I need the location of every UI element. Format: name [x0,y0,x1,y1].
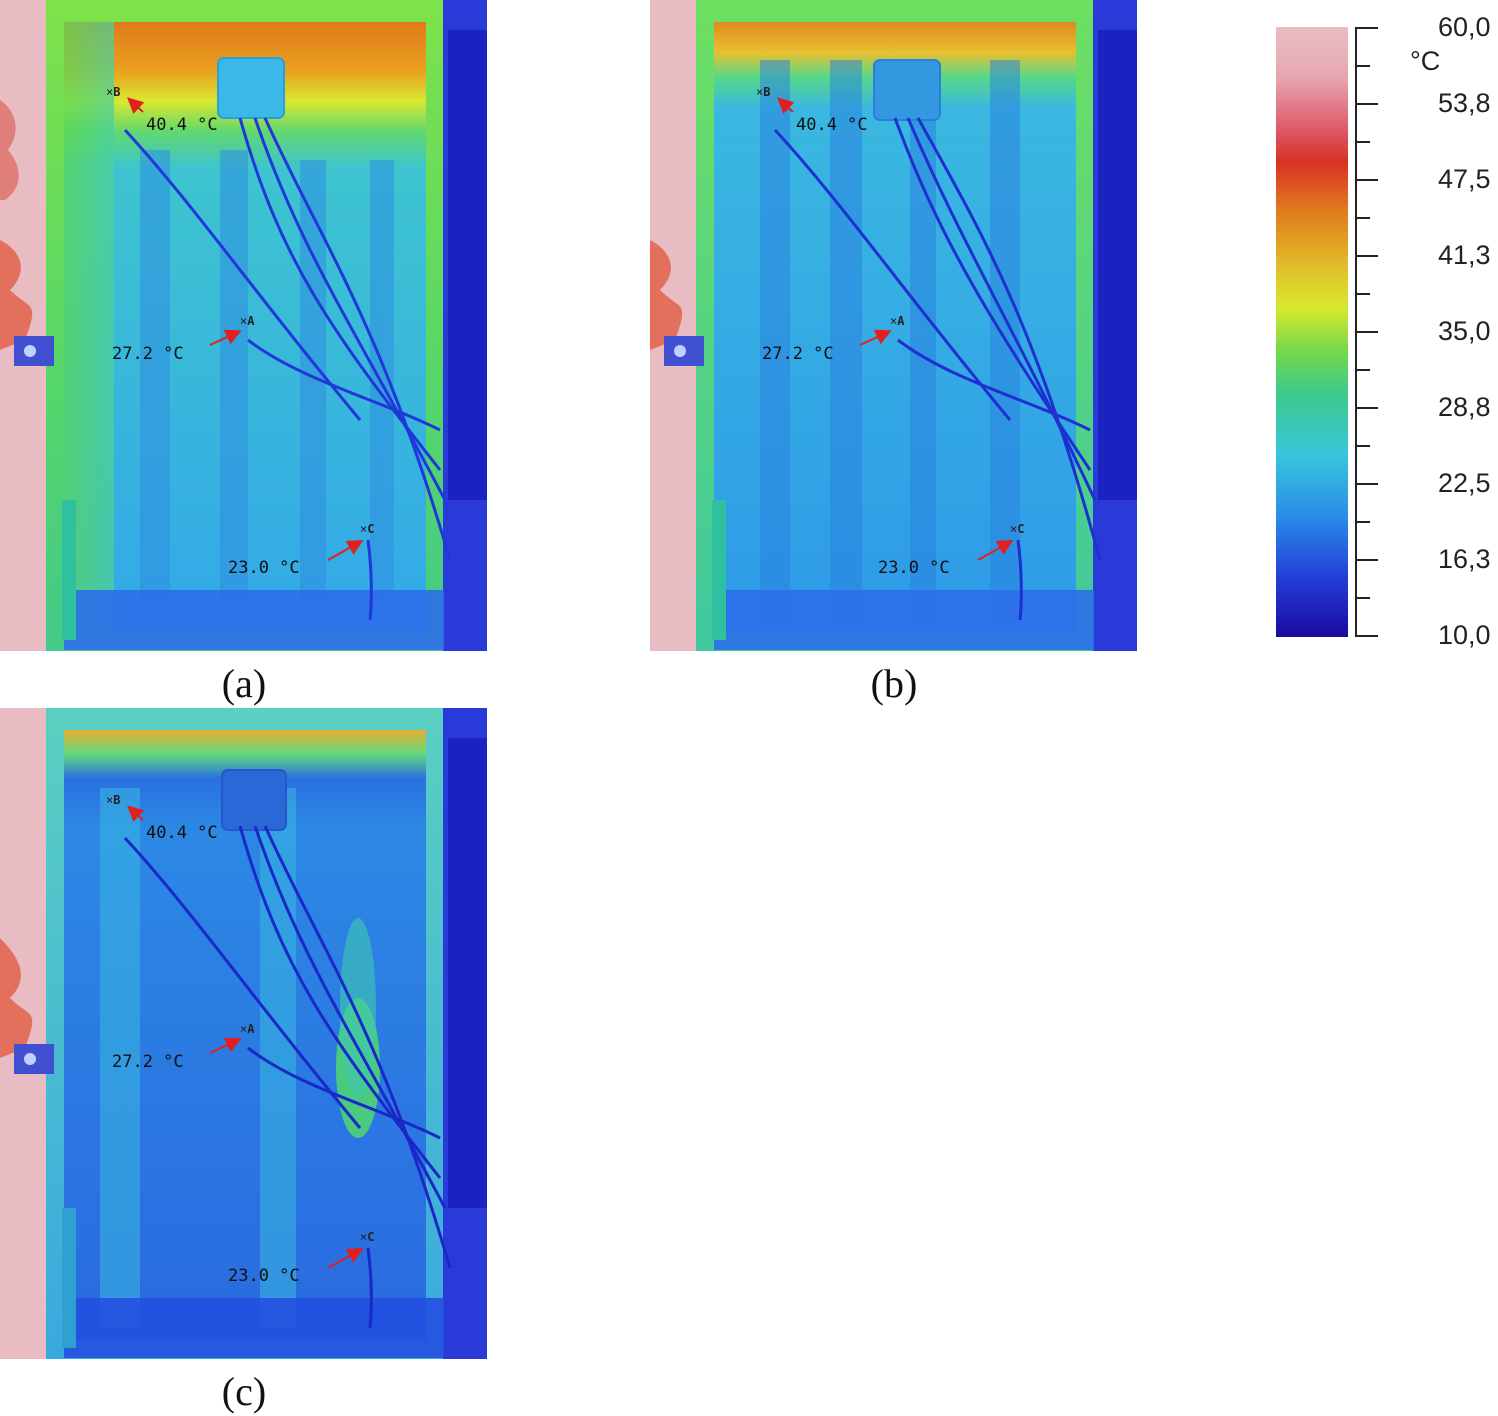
color-bar-tick-label: 60,0 [1438,12,1491,42]
thermal-panel-b-graphic [650,0,1137,651]
arrow-b [127,805,145,823]
thermal-image-a [0,0,487,651]
marker-a-a: ×A [240,314,255,328]
reading-c-c: 23.0 °C [228,1266,300,1286]
arrow-c [327,540,364,561]
color-bar-ticks [1356,27,1378,637]
temperature-color-bar [1276,27,1348,637]
reading-c-a: 23.0 °C [228,558,300,578]
reading-b-c: 40.4 °C [146,823,218,843]
arrow-b [127,97,145,115]
reading-c-b: 23.0 °C [878,558,950,578]
cross-icon: × [240,314,248,328]
color-bar-tick-label: 47,5 [1438,164,1491,194]
color-bar-tick-label: 16,3 [1438,544,1491,574]
cross-icon: × [360,522,368,536]
color-bar-unit: °C [1410,46,1441,76]
reading-a-a: 27.2 °C [112,344,184,364]
color-bar-tick-label: 10,0 [1438,620,1491,650]
arrow-c [327,1248,364,1269]
caption-a: (a) [221,661,267,706]
marker-b-b: ×B [756,85,771,99]
arrow-a [209,1037,242,1054]
color-bar-tick-label: 35,0 [1438,316,1491,346]
arrow-b [777,97,795,115]
arrow-a [209,329,242,346]
cross-icon: × [240,1022,248,1036]
marker-c-a: ×C [360,522,375,536]
reading-b-b: 40.4 °C [796,115,868,135]
color-bar-tick-label: 28,8 [1438,392,1491,422]
caption-c: (c) [221,1369,267,1414]
cross-icon: × [360,1230,368,1244]
pointer-arrows-a [127,97,364,561]
marker-a-c: ×A [240,1022,255,1036]
color-bar-tick-label: 22,5 [1438,468,1491,498]
arrow-c [977,540,1014,561]
cross-icon: × [756,85,764,99]
marker-a-b: ×A [890,314,905,328]
color-bar-axis [1355,27,1378,637]
reading-b-a: 40.4 °C [146,115,218,135]
cross-icon: × [106,85,114,99]
reading-a-b: 27.2 °C [762,344,834,364]
reading-a-c: 27.2 °C [112,1052,184,1072]
thermal-panel-c-graphic [0,708,487,1359]
color-bar-tick-label: 41,3 [1438,240,1491,270]
caption-b: (b) [870,661,918,706]
cross-icon: × [106,793,114,807]
marker-b-a: ×B [106,85,121,99]
color-bar-tick-label: 53,8 [1438,88,1491,118]
arrow-a [859,329,892,346]
thermal-image-b [650,0,1137,651]
marker-c-c: ×C [360,1230,375,1244]
marker-c-b: ×C [1010,522,1025,536]
cross-icon: × [1010,522,1018,536]
thermal-panel-a-graphic [0,0,487,651]
pointer-arrows-b [777,97,1014,561]
cross-icon: × [890,314,898,328]
pointer-arrows-c [127,805,364,1269]
color-bar-gradient [1276,27,1348,637]
thermal-image-c [0,708,487,1359]
marker-b-c: ×B [106,793,121,807]
